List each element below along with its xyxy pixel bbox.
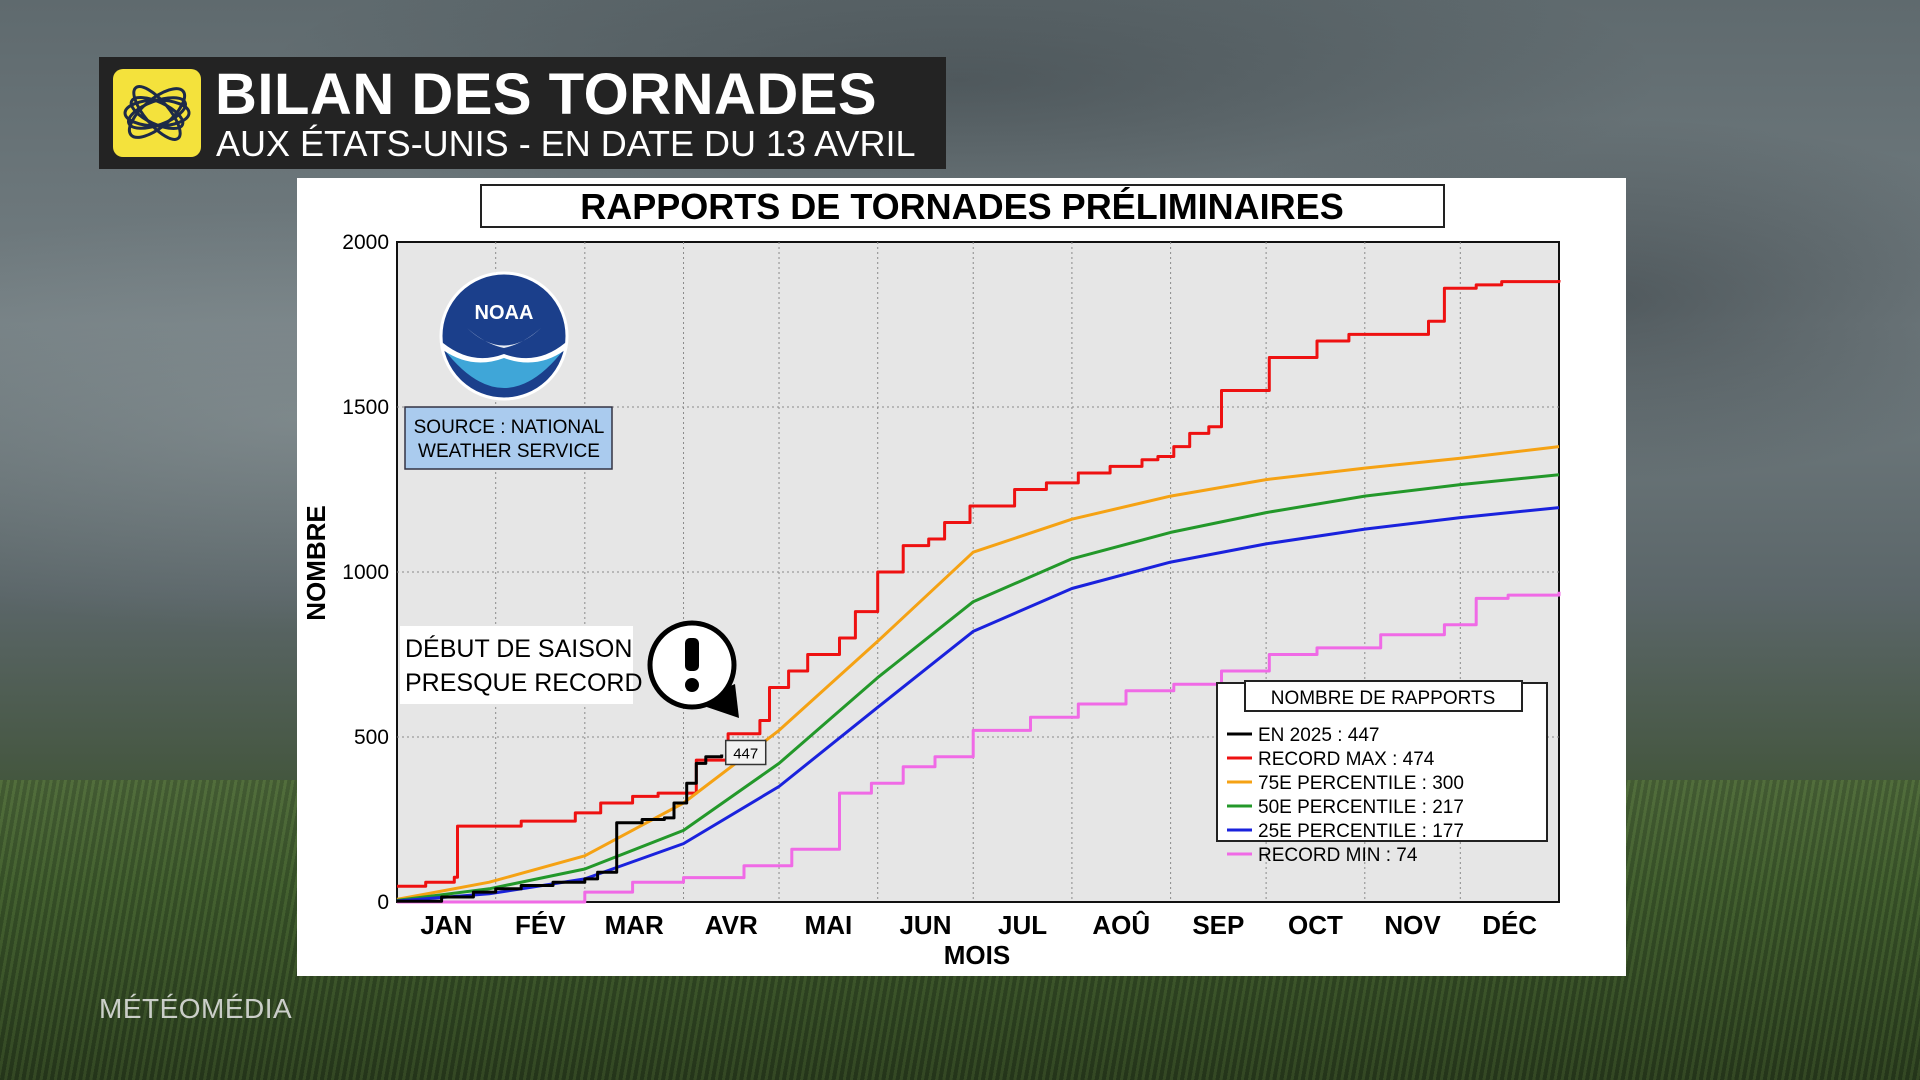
title-subtitle: AUX ÉTATS-UNIS - EN DATE DU 13 AVRIL [216,123,916,164]
y-axis-label: NOMBRE [301,505,331,621]
series-line [397,754,724,903]
legend-entry: 75E PERCENTILE : 300 [1258,773,1464,794]
x-tick-label: JAN [420,910,472,940]
noaa-logo-text: NOAA [475,302,534,324]
exclamation-icon [647,620,739,718]
x-axis-ticks: JAN FÉV MAR AVR MAI JUN JUL AOÛ SEP OCT NOV DÉC [420,910,1537,940]
legend-entry: 50E PERCENTILE : 217 [1258,797,1464,818]
noaa-logo: NOAA [439,271,569,401]
legend-title: NOMBRE DE RAPPORTS [1271,688,1496,709]
x-tick-label: JUN [899,910,951,940]
x-tick-label: SEP [1192,910,1244,940]
title-banner: BILAN DES TORNADES AUX ÉTATS-UNIS - EN D… [99,57,946,169]
x-tick-label: AOÛ [1092,910,1150,940]
x-tick-label: JUL [998,910,1047,940]
annotation-box [400,626,633,704]
legend-entry: 25E PERCENTILE : 177 [1258,821,1464,842]
chart-title-box [480,184,1445,228]
spiral-logo-icon [113,69,201,157]
chart-title: RAPPORTS DE TORNADES PRÉLIMINAIRES [580,186,1343,227]
brand-watermark: MÉTÉOMÉDIA [99,993,293,1024]
current-value-label: 447 [733,745,758,762]
x-tick-label: MAR [605,910,664,940]
annotation-line-2: PRESQUE RECORD [405,669,643,697]
legend-items: EN 2025 : 447 RECORD MAX : 474 75E PERCENT… [1227,725,1464,866]
legend-title-box [1244,680,1523,712]
source-line-2: WEATHER SERVICE [418,441,600,462]
y-tick-label: 500 [354,726,389,749]
legend-entry: RECORD MAX : 474 [1258,749,1435,770]
chart-panel: RAPPORTS DE TORNADES PRÉLIMINAIRES 0 500 1… [297,178,1626,976]
grid-lines [397,242,1559,902]
legend-entry: RECORD MIN : 74 [1258,845,1418,866]
tornado-chart: RAPPORTS DE TORNADES PRÉLIMINAIRES 0 500 1… [301,184,1561,970]
title-main: BILAN DES TORNADES [215,62,878,127]
y-tick-label: 2000 [342,231,389,254]
x-tick-label: NOV [1384,910,1441,940]
x-tick-label: AVR [705,910,758,940]
legend: NOMBRE DE RAPPORTS EN 2025 : 447 RECORD M… [1216,680,1548,866]
y-tick-label: 1000 [342,561,389,584]
x-tick-label: MAI [805,910,853,940]
y-tick-label: 0 [377,891,389,914]
x-tick-label: DÉC [1482,910,1537,940]
x-tick-label: OCT [1288,910,1343,940]
series-line [397,591,1561,904]
source-line-1: SOURCE : NATIONAL [414,417,605,438]
y-axis-ticks: 0 500 1000 1500 2000 [342,231,389,914]
series-line [396,473,1560,902]
x-axis-label: MOIS [944,940,1010,970]
legend-entry: EN 2025 : 447 [1258,725,1379,746]
y-tick-label: 1500 [342,396,389,419]
series-line [396,445,1560,901]
current-value-tag: 447 [724,739,767,766]
source-box [404,406,613,470]
annotation-line-1: DÉBUT DE SAISON [405,634,632,663]
series-line [397,280,1561,888]
series-lines [396,280,1561,904]
x-tick-label: FÉV [515,910,566,940]
